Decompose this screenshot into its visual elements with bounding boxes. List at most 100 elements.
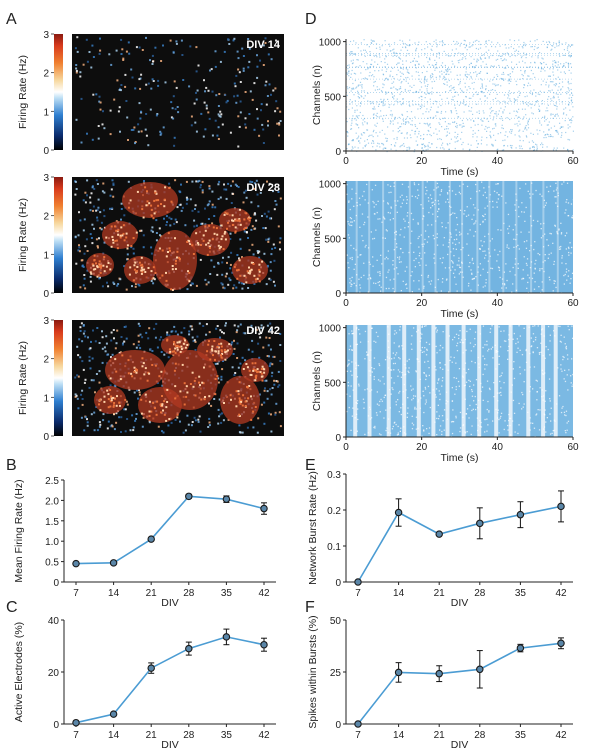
map-pixel	[247, 66, 250, 69]
spike-mark	[450, 85, 452, 87]
raster-gap	[442, 278, 444, 280]
raster-gap	[563, 181, 565, 183]
spike-mark	[454, 131, 456, 133]
map-pixel	[126, 247, 129, 250]
map-pixel	[182, 342, 185, 345]
raster-gap	[522, 406, 524, 408]
map-pixel	[99, 227, 102, 230]
raster-gap	[438, 378, 440, 380]
map-pixel	[241, 47, 244, 50]
map-pixel	[169, 249, 171, 252]
spike-mark	[567, 124, 569, 126]
map-pixel	[179, 420, 181, 423]
spike-mark	[408, 101, 410, 103]
map-pixel	[120, 431, 122, 433]
spike-mark	[405, 47, 407, 49]
raster-gap	[479, 223, 481, 226]
map-pixel	[150, 270, 153, 273]
map-pixel	[221, 368, 224, 371]
raster-gap	[430, 280, 433, 282]
map-pixel	[257, 205, 260, 208]
raster-gap	[441, 385, 443, 387]
map-pixel	[75, 188, 78, 190]
map-pixel	[83, 381, 86, 384]
spike-mark	[380, 101, 382, 103]
spike-mark	[454, 91, 457, 93]
raster-gap	[377, 271, 379, 273]
spike-mark	[354, 53, 357, 55]
raster-gap	[495, 183, 497, 185]
raster-gap	[414, 408, 416, 410]
map-pixel	[158, 338, 161, 341]
map-pixel	[119, 236, 122, 239]
raster-gap	[492, 200, 494, 203]
spike-mark	[479, 72, 481, 74]
spike-mark	[528, 118, 530, 121]
map-pixel	[217, 352, 220, 355]
map-pixel	[216, 233, 219, 236]
spike-mark	[381, 129, 383, 131]
raster-gap	[471, 257, 474, 260]
spike-mark	[568, 102, 571, 104]
spike-mark	[383, 115, 385, 117]
raster-gap	[535, 414, 537, 416]
spike-mark	[400, 87, 402, 90]
spike-mark	[438, 57, 440, 59]
map-pixel	[186, 241, 189, 243]
raster-gap	[357, 408, 359, 410]
spike-mark	[357, 90, 359, 92]
map-pixel	[275, 402, 278, 405]
raster-gap	[561, 262, 563, 264]
map-pixel	[256, 65, 259, 68]
spike-mark	[361, 90, 363, 92]
spike-mark	[348, 108, 350, 111]
raster-gap	[569, 242, 571, 244]
map-pixel	[254, 369, 257, 372]
spike-mark	[401, 103, 404, 105]
spike-mark	[503, 67, 505, 69]
raster-gap	[426, 189, 428, 192]
raster-gap	[550, 407, 552, 409]
spike-mark	[508, 47, 510, 49]
map-pixel	[94, 268, 97, 271]
map-pixel	[102, 209, 105, 212]
raster-gap	[451, 361, 453, 363]
raster-gap	[348, 200, 350, 202]
raster-gap	[546, 239, 548, 241]
map-pixel	[171, 268, 174, 271]
spike-mark	[552, 136, 554, 138]
spike-mark	[491, 54, 493, 57]
map-pixel	[143, 373, 146, 376]
map-pixel	[262, 128, 265, 131]
map-pixel	[88, 355, 91, 358]
spike-mark	[481, 54, 483, 56]
spike-mark	[469, 87, 471, 90]
raster-gap	[469, 229, 471, 231]
raster-gap	[424, 230, 427, 232]
raster-gap	[442, 420, 444, 422]
raster-gap	[521, 354, 524, 356]
map-pixel	[186, 288, 189, 291]
spike-mark	[528, 141, 530, 143]
spike-mark	[565, 114, 568, 116]
spike-mark	[429, 146, 431, 149]
raster-gap	[481, 386, 484, 388]
map-pixel	[189, 243, 192, 245]
raster-gap	[462, 276, 464, 278]
raster-gap	[467, 233, 469, 235]
spike-mark	[418, 74, 420, 77]
map-pixel	[197, 64, 200, 67]
spike-mark	[383, 98, 385, 100]
spike-mark	[555, 61, 557, 63]
spike-mark	[522, 78, 524, 80]
map-pixel	[196, 89, 199, 92]
raster-gap	[416, 197, 419, 199]
spike-mark	[457, 42, 459, 44]
raster-gap	[512, 229, 514, 231]
spike-mark	[492, 83, 494, 85]
raster-gap	[364, 246, 366, 248]
spike-mark	[502, 139, 504, 142]
spike-mark	[415, 47, 418, 49]
map-pixel	[209, 273, 212, 275]
spike-mark	[399, 101, 401, 103]
